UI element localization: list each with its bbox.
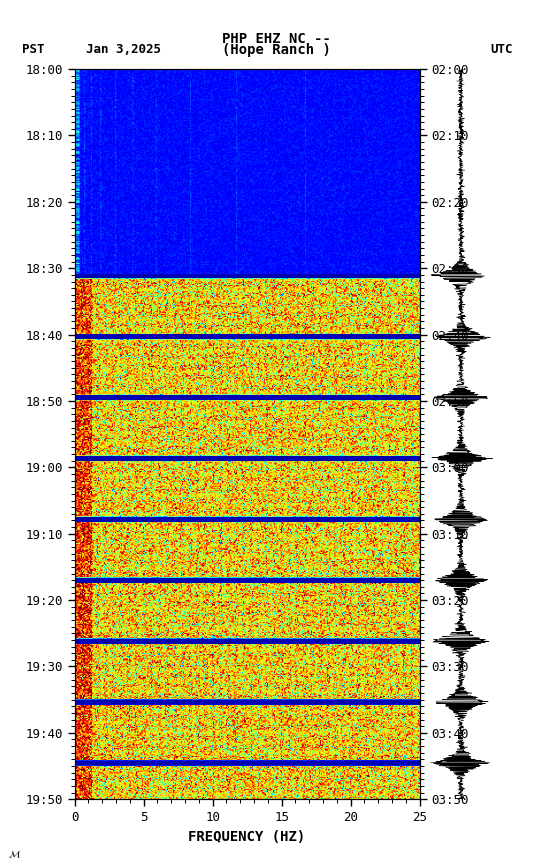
- Text: $\mathcal{M}$: $\mathcal{M}$: [8, 848, 22, 860]
- Text: PST: PST: [22, 43, 45, 56]
- Text: UTC: UTC: [491, 43, 513, 56]
- Text: Jan 3,2025: Jan 3,2025: [86, 43, 161, 56]
- Text: (Hope Ranch ): (Hope Ranch ): [221, 43, 331, 57]
- X-axis label: FREQUENCY (HZ): FREQUENCY (HZ): [188, 829, 306, 843]
- Text: PHP EHZ NC --: PHP EHZ NC --: [221, 32, 331, 46]
